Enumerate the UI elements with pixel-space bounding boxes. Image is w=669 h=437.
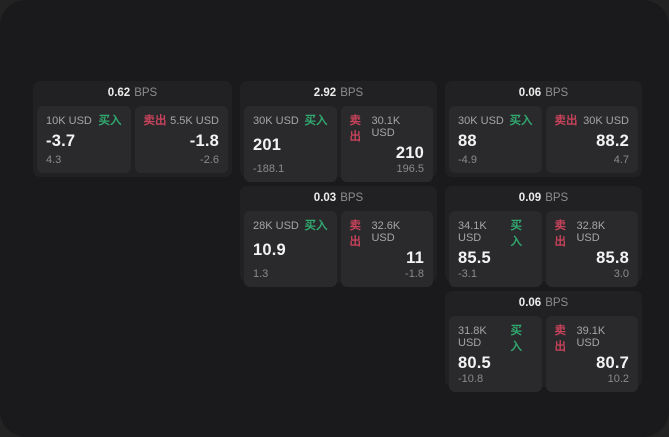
bps-unit: BPS <box>340 192 364 204</box>
bps-header: 0.62 BPS <box>37 81 228 106</box>
sell-label[interactable]: 卖出 <box>349 115 362 143</box>
buy-delta: -188.1 <box>253 163 285 175</box>
buy-price: 85.5 <box>458 249 491 267</box>
sell-amount: 30.1K USD <box>371 115 401 139</box>
sell-delta: -1.8 <box>405 268 424 280</box>
quote-card: 0.03 BPS 28K USD 买入 10.9 1.3 卖出 <box>240 186 437 287</box>
sell-delta: 4.7 <box>613 154 629 166</box>
quote-card: 0.09 BPS 34.1K USD 买入 85.5 -3.1 卖出 <box>445 186 642 287</box>
buy-amount: 30K USD <box>458 115 504 127</box>
sell-label[interactable]: 卖出 <box>143 115 167 127</box>
buy-delta: -4.9 <box>458 154 477 166</box>
sell-label[interactable]: 卖出 <box>554 220 567 248</box>
buy-price: 10.9 <box>253 241 286 259</box>
buy-label[interactable]: 买入 <box>304 115 328 127</box>
sell-amount: 32.6K USD <box>371 220 401 244</box>
buy-price: 201 <box>253 136 282 154</box>
sell-delta: 10.2 <box>607 373 629 385</box>
buy-label[interactable]: 买入 <box>510 325 523 353</box>
sell-amount: 32.8K USD <box>576 220 606 244</box>
quote-card: 0.06 BPS 30K USD 买入 88 -4.9 卖出 <box>445 81 642 177</box>
sell-label[interactable]: 卖出 <box>349 220 362 248</box>
bps-header: 2.92 BPS <box>244 81 433 106</box>
sell-price: 88.2 <box>596 131 629 150</box>
bps-unit: BPS <box>545 297 569 309</box>
sell-label[interactable]: 卖出 <box>554 115 578 127</box>
sell-cell[interactable]: 卖出 30K USD 88.2 4.7 <box>545 106 638 173</box>
buy-cell[interactable]: 34.1K USD 买入 85.5 -3.1 <box>449 211 542 287</box>
quote-card-grid: 0.62 BPS 10K USD 买入 -3.7 4.3 卖出 <box>33 81 642 392</box>
buy-cell[interactable]: 31.8K USD 买入 80.5 -10.8 <box>449 316 542 392</box>
sell-price: 80.7 <box>596 354 629 372</box>
sell-cell[interactable]: 卖出 32.8K USD 85.8 3.0 <box>545 211 638 287</box>
bps-value: 0.62 <box>107 87 131 99</box>
bps-unit: BPS <box>545 87 569 99</box>
sell-amount: 30K USD <box>583 115 629 127</box>
sell-cell[interactable]: 卖出 32.6K USD 11 -1.8 <box>340 211 433 287</box>
sell-amount: 5.5K USD <box>170 115 219 127</box>
sell-price: -1.8 <box>189 131 219 150</box>
sell-label[interactable]: 卖出 <box>554 325 567 353</box>
bps-unit: BPS <box>545 192 569 204</box>
bps-header: 0.06 BPS <box>449 81 638 106</box>
buy-amount: 30K USD <box>253 115 299 127</box>
bps-value: 0.03 <box>313 192 337 204</box>
bps-header: 0.06 BPS <box>449 291 638 316</box>
buy-cell[interactable]: 30K USD 买入 201 -188.1 <box>244 106 337 182</box>
buy-delta: 1.3 <box>253 268 269 280</box>
buy-label[interactable]: 买入 <box>304 220 328 232</box>
buy-price: 88 <box>458 131 477 150</box>
bps-header: 0.03 BPS <box>244 186 433 211</box>
bps-unit: BPS <box>134 87 158 99</box>
sell-delta: 3.0 <box>613 268 629 280</box>
sell-delta: -2.6 <box>200 154 219 166</box>
buy-amount: 34.1K USD <box>458 220 487 244</box>
bps-header: 0.09 BPS <box>449 186 638 211</box>
sell-price: 11 <box>406 249 424 267</box>
bps-value: 0.09 <box>518 192 542 204</box>
sell-amount: 39.1K USD <box>576 325 606 349</box>
bps-value: 0.06 <box>518 297 542 309</box>
sell-price: 85.8 <box>596 249 629 267</box>
buy-amount: 31.8K USD <box>458 325 487 349</box>
buy-delta: -10.8 <box>458 373 484 385</box>
buy-delta: -3.1 <box>458 268 477 280</box>
bps-value: 2.92 <box>313 87 337 99</box>
buy-cell[interactable]: 30K USD 买入 88 -4.9 <box>449 106 542 173</box>
buy-price: -3.7 <box>46 131 76 150</box>
buy-cell[interactable]: 28K USD 买入 10.9 1.3 <box>244 211 337 287</box>
quote-card: 0.62 BPS 10K USD 买入 -3.7 4.3 卖出 <box>33 81 232 177</box>
sell-cell[interactable]: 卖出 5.5K USD -1.8 -2.6 <box>134 106 228 173</box>
buy-label[interactable]: 买入 <box>98 115 122 127</box>
sell-cell[interactable]: 卖出 30.1K USD 210 196.5 <box>340 106 433 182</box>
bps-value: 0.06 <box>518 87 542 99</box>
buy-price: 80.5 <box>458 354 491 372</box>
buy-label[interactable]: 买入 <box>509 115 533 127</box>
quote-card: 2.92 BPS 30K USD 买入 201 -188.1 卖出 <box>240 81 437 182</box>
buy-delta: 4.3 <box>46 154 62 166</box>
buy-cell[interactable]: 10K USD 买入 -3.7 4.3 <box>37 106 131 173</box>
sell-delta: 196.5 <box>396 163 424 175</box>
buy-amount: 28K USD <box>253 220 299 232</box>
bps-unit: BPS <box>340 87 364 99</box>
buy-label[interactable]: 买入 <box>510 220 523 248</box>
sell-cell[interactable]: 卖出 39.1K USD 80.7 10.2 <box>545 316 638 392</box>
quote-card: 0.06 BPS 31.8K USD 买入 80.5 -10.8 卖出 <box>445 291 642 392</box>
buy-amount: 10K USD <box>46 115 92 127</box>
sell-price: 210 <box>395 144 424 162</box>
